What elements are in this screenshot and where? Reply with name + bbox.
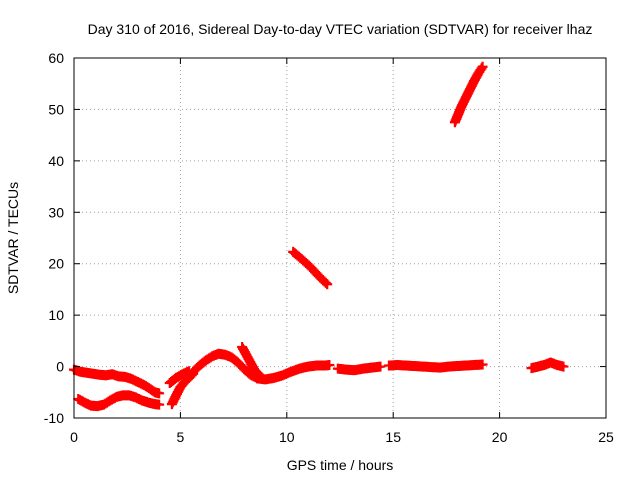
series-track-g (252, 360, 335, 385)
y-axis-label: SDTVAR / TECUs (5, 182, 21, 294)
axis-ticks: 0 5 10 15 20 25 -10 0 10 20 30 40 50 60 (44, 50, 614, 445)
data-point (375, 361, 386, 372)
y-tick-label: 30 (48, 204, 64, 220)
x-tick-label: 5 (177, 429, 185, 445)
data-point (320, 277, 331, 288)
y-tick-label: 0 (56, 359, 64, 375)
series-track-i (383, 359, 488, 373)
y-tick-label: 40 (48, 153, 64, 169)
y-tick-label: -10 (44, 410, 64, 426)
x-tick-label: 10 (279, 429, 295, 445)
plot-frame (73, 57, 607, 419)
series-track-j (288, 246, 333, 290)
data-point (154, 399, 165, 410)
x-tick-label: 20 (492, 429, 508, 445)
data-point (477, 61, 488, 72)
series-track-a (69, 364, 165, 399)
x-axis-label: GPS time / hours (287, 457, 394, 473)
y-tick-label: 60 (48, 50, 64, 66)
data-point (154, 388, 165, 399)
x-tick-label: 0 (70, 429, 78, 445)
series-track-h (332, 361, 386, 376)
data-point (477, 359, 488, 370)
y-tick-label: 10 (48, 307, 64, 323)
chart-title: Day 310 of 2016, Sidereal Day-to-day VTE… (88, 21, 593, 37)
series-track-l (526, 357, 569, 374)
data-point (558, 361, 569, 372)
data-point (324, 360, 335, 371)
grid-lines (74, 58, 606, 418)
data-point (322, 279, 333, 290)
data-series (69, 61, 569, 412)
x-tick-label: 25 (598, 429, 614, 445)
y-tick-label: 50 (48, 101, 64, 117)
y-tick-label: 20 (48, 256, 64, 272)
series-track-k (449, 61, 488, 128)
x-tick-label: 15 (385, 429, 401, 445)
series-track-b (73, 390, 165, 412)
